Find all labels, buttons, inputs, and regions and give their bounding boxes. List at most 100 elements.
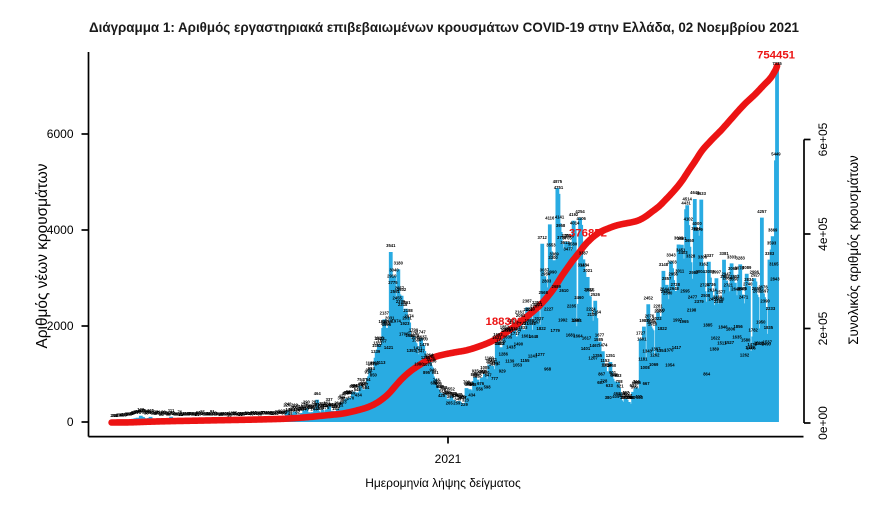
svg-text:69: 69 [131,410,136,415]
svg-text:754451: 754451 [757,50,796,62]
svg-text:395: 395 [458,394,466,399]
svg-text:4116: 4116 [545,216,555,221]
svg-text:917: 917 [479,369,487,374]
svg-text:3148: 3148 [659,262,669,267]
svg-text:2233: 2233 [766,306,776,311]
svg-text:648: 648 [470,382,478,387]
svg-text:62: 62 [170,410,175,415]
svg-text:2843: 2843 [770,277,780,282]
svg-text:2641: 2641 [731,286,741,291]
svg-text:2775: 2775 [388,280,398,285]
svg-text:35: 35 [188,412,193,417]
svg-text:1585: 1585 [594,337,604,342]
svg-text:39: 39 [176,411,181,416]
svg-text:649: 649 [465,382,473,387]
svg-text:844: 844 [610,373,618,378]
svg-text:464: 464 [314,391,322,396]
svg-text:606: 606 [436,384,444,389]
svg-text:76: 76 [147,410,152,415]
svg-text:2508: 2508 [701,293,711,298]
svg-text:2209: 2209 [524,307,534,312]
svg-text:2469: 2469 [713,295,723,300]
svg-text:1896: 1896 [382,322,392,327]
svg-text:2834: 2834 [744,277,754,282]
svg-text:3403: 3403 [678,250,688,255]
svg-text:2000: 2000 [47,319,74,333]
svg-text:1008: 1008 [640,365,650,370]
svg-text:2655: 2655 [752,286,762,291]
svg-text:2850: 2850 [729,276,739,281]
svg-text:380: 380 [605,395,613,400]
svg-text:3612: 3612 [560,240,570,245]
svg-text:847: 847 [485,373,493,378]
svg-text:949: 949 [430,368,438,373]
svg-text:220: 220 [328,403,336,408]
svg-text:131: 131 [289,407,297,412]
svg-text:53: 53 [212,411,217,416]
svg-text:3705: 3705 [562,235,572,240]
svg-text:951: 951 [366,368,374,373]
svg-text:1467: 1467 [590,343,600,348]
svg-text:832: 832 [475,373,483,378]
svg-text:4257: 4257 [757,209,767,214]
svg-text:6: 6 [115,413,118,418]
svg-text:3165: 3165 [769,261,779,266]
svg-text:39: 39 [167,411,172,416]
svg-text:2568: 2568 [539,290,549,295]
svg-text:42: 42 [247,411,252,416]
svg-text:1354: 1354 [657,348,667,353]
svg-text:658: 658 [467,382,475,387]
svg-text:39: 39 [222,411,227,416]
svg-text:18: 18 [227,412,232,417]
svg-text:883: 883 [474,371,482,376]
svg-text:414: 414 [457,393,465,398]
svg-text:4000: 4000 [692,221,702,226]
svg-text:850: 850 [370,372,378,377]
svg-text:1779: 1779 [502,328,512,333]
svg-text:615: 615 [356,384,364,389]
svg-text:2947: 2947 [722,272,732,277]
svg-text:3162: 3162 [699,261,709,266]
svg-text:1389: 1389 [710,347,720,352]
svg-text:38: 38 [166,411,171,416]
svg-text:2430: 2430 [715,297,725,302]
svg-text:228: 228 [325,402,333,407]
svg-text:3451: 3451 [676,248,686,253]
svg-text:35: 35 [181,412,186,417]
svg-text:45: 45 [194,411,199,416]
svg-text:1783: 1783 [501,328,511,333]
svg-text:50: 50 [251,411,256,416]
svg-text:556: 556 [476,387,484,392]
svg-text:1347: 1347 [415,349,425,354]
svg-text:478: 478 [445,390,453,395]
svg-text:36: 36 [240,412,245,417]
svg-text:708: 708 [616,379,624,384]
svg-text:216: 216 [321,403,329,408]
svg-text:37: 37 [174,411,179,416]
svg-text:1406: 1406 [746,346,756,351]
svg-text:681: 681 [466,381,474,386]
svg-text:1637: 1637 [417,335,427,340]
svg-text:53: 53 [144,411,149,416]
svg-text:2615: 2615 [585,288,595,293]
svg-text:548: 548 [354,387,362,392]
svg-text:1846: 1846 [718,325,728,330]
svg-text:4633: 4633 [697,191,707,196]
svg-text:55: 55 [233,411,238,416]
svg-text:76: 76 [177,410,182,415]
svg-text:380: 380 [626,395,634,400]
svg-text:2910: 2910 [387,274,397,279]
svg-text:2954: 2954 [541,271,551,276]
svg-text:226: 226 [330,402,338,407]
svg-text:1921: 1921 [519,321,529,326]
svg-text:607: 607 [349,384,357,389]
svg-text:1979: 1979 [507,318,517,323]
svg-text:105: 105 [140,408,148,413]
svg-text:2595: 2595 [680,289,690,294]
svg-text:1557: 1557 [377,339,387,344]
svg-text:56: 56 [266,411,271,416]
svg-text:434: 434 [468,392,476,397]
svg-text:657: 657 [359,382,367,387]
svg-text:515: 515 [439,389,447,394]
svg-text:1833: 1833 [518,325,528,330]
